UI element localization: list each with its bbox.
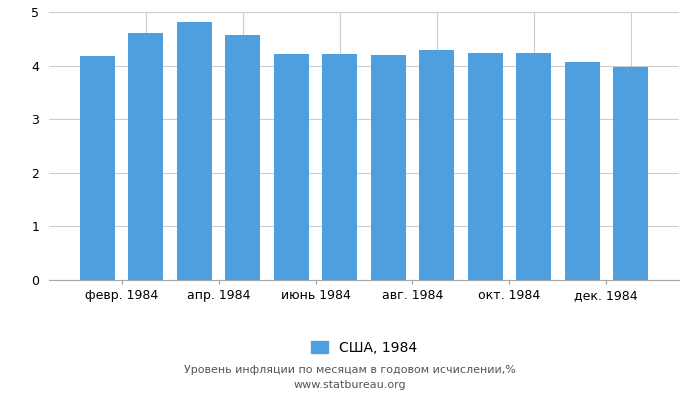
Bar <box>371 55 406 280</box>
Bar <box>468 53 503 280</box>
Bar <box>516 53 551 280</box>
Bar <box>419 50 454 280</box>
Text: www.statbureau.org: www.statbureau.org <box>294 380 406 390</box>
Bar <box>322 54 357 280</box>
Legend: США, 1984: США, 1984 <box>305 335 423 360</box>
Bar <box>565 62 599 280</box>
Text: Уровень инфляции по месяцам в годовом исчислении,%: Уровень инфляции по месяцам в годовом ис… <box>184 365 516 375</box>
Bar <box>613 67 648 280</box>
Bar <box>225 35 260 280</box>
Bar <box>80 56 115 280</box>
Bar <box>129 33 163 280</box>
Bar <box>177 22 212 280</box>
Bar <box>274 54 309 280</box>
